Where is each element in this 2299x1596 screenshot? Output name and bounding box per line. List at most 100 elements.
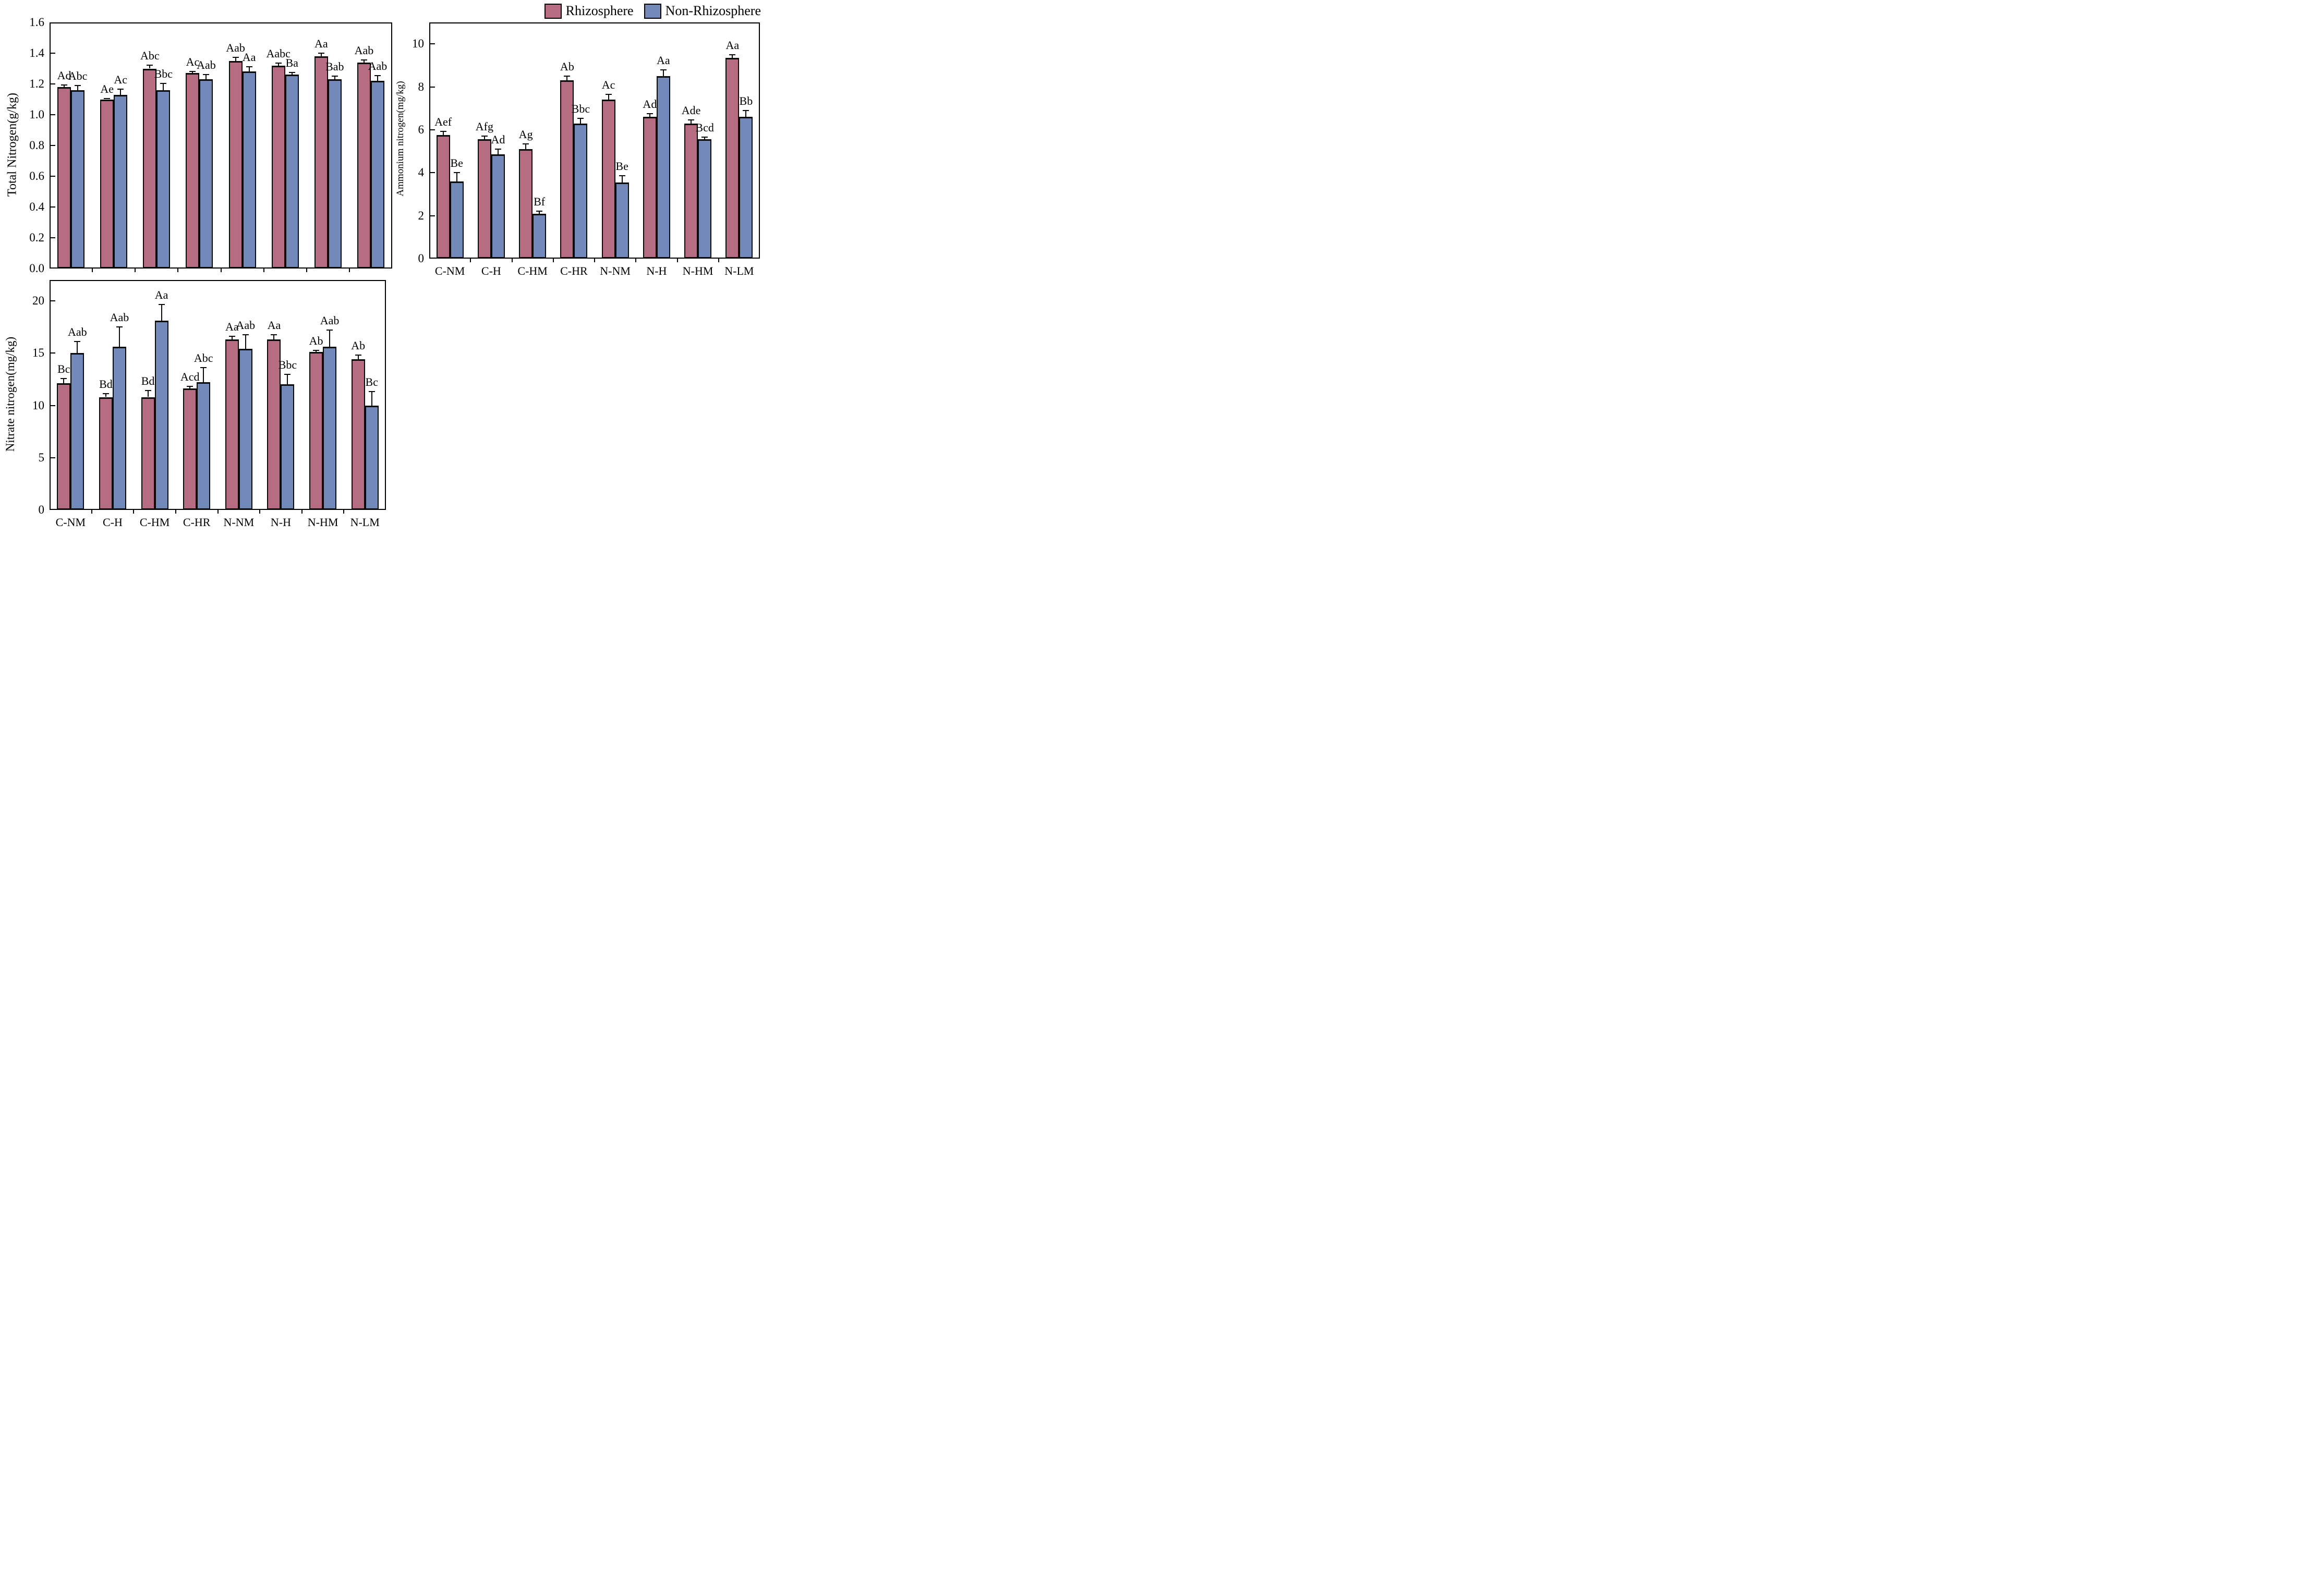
error-bar-whisker (662, 69, 664, 76)
error-bar-whisker (273, 335, 275, 340)
error-bar-cap (116, 326, 123, 328)
x-tick-label: N-H (270, 516, 291, 529)
sig-label: Bb (739, 94, 753, 107)
error-bar-cap (189, 71, 196, 72)
error-bar-cap (60, 378, 67, 380)
bar-ammonium-nitrogen-N-HM-rhizosphere (684, 123, 698, 258)
error-bar-whisker (120, 89, 122, 95)
bar-nitrate-nitrogen-C-HM-rhizosphere (141, 397, 155, 509)
error-bar-whisker (608, 94, 609, 100)
sig-label: Aabc (266, 46, 291, 60)
sig-label: Bab (325, 60, 344, 74)
error-bar-cap (523, 143, 529, 144)
error-bar-whisker (377, 75, 378, 81)
sig-label: Abc (193, 351, 213, 365)
legend-item: Non-Rhizosphere (644, 3, 761, 19)
x-axis-tick (263, 269, 264, 272)
y-axis-tick (430, 86, 435, 88)
error-bar-whisker (161, 304, 162, 321)
y-axis-tick (51, 176, 55, 177)
x-tick-label: C-HR (183, 516, 211, 529)
bar-nitrate-nitrogen-N-LM-non-rhizosphere (365, 405, 379, 509)
error-bar-whisker (77, 85, 79, 90)
bar-nitrate-nitrogen-N-LM-rhizosphere (351, 359, 365, 509)
y-axis-tick (430, 215, 435, 216)
error-bar-whisker (277, 63, 279, 66)
sig-label: Aab (354, 43, 374, 57)
sig-label: Bd (99, 377, 113, 391)
error-bar-cap (246, 66, 252, 67)
bar-nitrate-nitrogen-N-NM-non-rhizosphere (238, 349, 252, 509)
sig-label: Ad (57, 69, 71, 82)
sig-label: Bc (57, 362, 70, 376)
x-tick-label: C-NM (55, 516, 86, 529)
error-bar-whisker (442, 131, 444, 136)
sig-label: Aa (725, 38, 740, 52)
x-axis-tick (718, 259, 719, 262)
x-axis-tick (676, 259, 678, 262)
x-axis-tick (220, 269, 222, 272)
y-axis-tick (430, 172, 435, 174)
bar-total-nitrogen-N-LM-rhizosphere (357, 62, 371, 268)
x-tick-label: N-HM (307, 516, 338, 529)
sig-label: Ac (186, 55, 200, 69)
x-axis-tick (470, 259, 471, 262)
bar-ammonium-nitrogen-N-NM-non-rhizosphere (615, 182, 629, 258)
error-bar-cap (271, 334, 277, 336)
bar-nitrate-nitrogen-C-H-non-rhizosphere (112, 347, 126, 509)
y-tick-label: 20 (32, 294, 44, 308)
error-bar-cap (200, 367, 207, 369)
bar-total-nitrogen-N-HM-rhizosphere (314, 56, 328, 268)
x-axis-tick (594, 259, 595, 262)
error-bar-cap (646, 113, 653, 115)
bar-ammonium-nitrogen-C-NM-rhizosphere (436, 135, 450, 258)
error-bar-whisker (63, 379, 65, 384)
error-bar-cap (619, 175, 625, 177)
error-bar-cap (355, 355, 361, 356)
x-tick-label: C-NM (434, 264, 465, 277)
bar-ammonium-nitrogen-N-H-rhizosphere (643, 117, 657, 258)
sig-label: Ade (681, 104, 701, 117)
x-tick-label: N-NM (600, 264, 631, 277)
sig-label: Aab (320, 314, 340, 327)
x-axis-tick (133, 510, 135, 514)
error-bar-whisker (539, 211, 540, 214)
sig-label: Afg (475, 120, 493, 133)
x-axis-tick (301, 510, 302, 514)
y-tick-label: 2 (418, 209, 425, 222)
error-bar-cap (74, 341, 81, 343)
error-bar-cap (75, 84, 81, 86)
error-bar-whisker (149, 65, 151, 69)
error-bar-cap (688, 119, 695, 121)
x-axis-tick (552, 259, 554, 262)
error-bar-whisker (316, 350, 317, 352)
bar-ammonium-nitrogen-C-HR-rhizosphere (560, 80, 574, 258)
bar-total-nitrogen-C-NM-non-rhizosphere (71, 90, 85, 268)
bar-chart-figure: Rhizosphere Non-Rhizosphere 0.0 0.2 0.4 0.6 0… (0, 0, 766, 532)
error-bar-whisker (205, 75, 207, 80)
error-bar-cap (228, 336, 235, 337)
x-axis-tick (306, 269, 307, 272)
error-bar-cap (242, 334, 249, 336)
error-bar-whisker (77, 342, 78, 354)
sig-label: Aab (368, 59, 388, 72)
bar-ammonium-nitrogen-N-HM-non-rhizosphere (698, 139, 712, 258)
legend-swatch (644, 3, 661, 19)
error-bar-cap (536, 210, 543, 212)
y-axis-label-total-nitrogen: Total Nitrogen(g/kg) (5, 93, 19, 197)
y-axis-tick (51, 114, 55, 115)
y-tick-label: 0.2 (29, 231, 44, 244)
sig-label: Be (615, 160, 628, 173)
bar-ammonium-nitrogen-C-HM-rhizosphere (519, 149, 533, 258)
x-tick-label: N-LM (724, 264, 754, 277)
x-axis-tick (511, 259, 513, 262)
error-bar-cap (660, 69, 667, 70)
bar-total-nitrogen-C-NM-rhizosphere (57, 87, 71, 268)
error-bar-whisker (287, 374, 288, 385)
sig-label: Bbc (571, 102, 590, 116)
error-bar-cap (102, 393, 109, 395)
error-bar-cap (331, 76, 338, 77)
y-axis-tick (51, 405, 55, 406)
y-tick-label: 0.0 (29, 262, 44, 275)
y-axis-label-ammonium-nitrogen: Ammonium nitrogen(mg/kg) (395, 80, 406, 197)
